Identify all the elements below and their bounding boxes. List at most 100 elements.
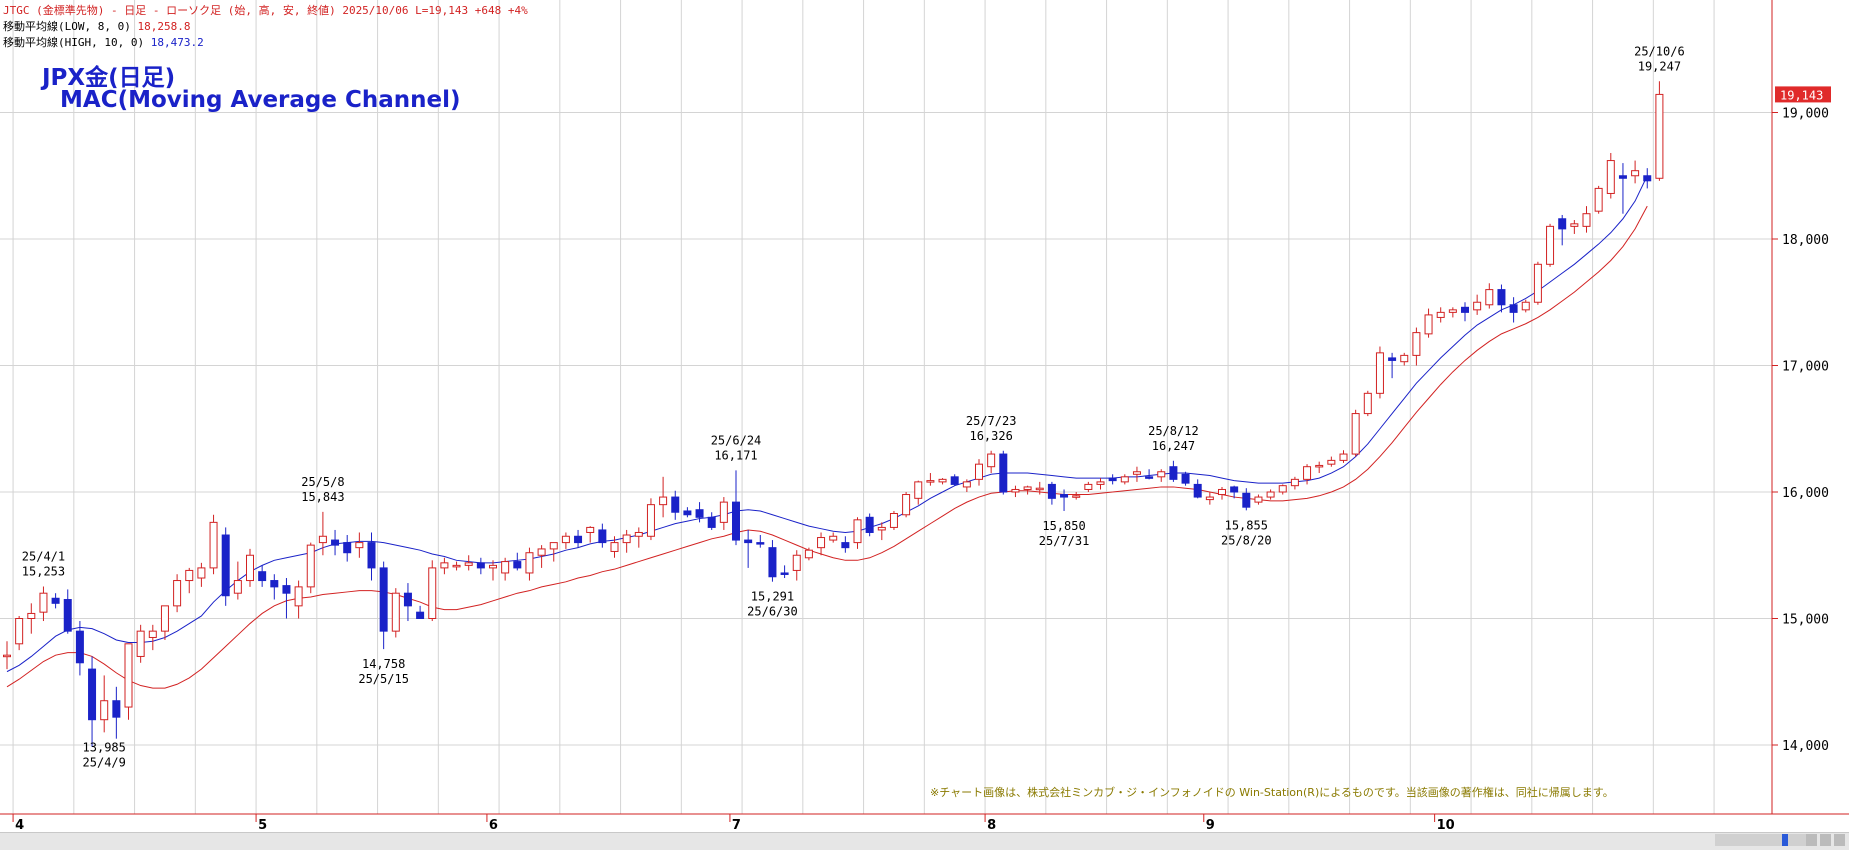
annotation-date: 25/4/9	[83, 755, 126, 769]
annotation-date: 25/5/8	[301, 475, 344, 489]
ma-high-legend: 移動平均線(HIGH, 10, 0) 18,473.2	[3, 34, 204, 50]
annotation-value: 15,850	[1042, 519, 1085, 533]
candle-up	[1132, 471, 1141, 475]
candle-up	[1606, 160, 1615, 194]
candle-up	[39, 592, 48, 613]
candle-down	[683, 510, 692, 516]
zoom-in-button[interactable]	[1820, 834, 1831, 846]
candle-up	[1448, 309, 1457, 313]
candle-up	[829, 535, 838, 541]
candle-up	[646, 504, 655, 537]
y-tick-label: 18,000	[1782, 233, 1829, 248]
candle-down	[1509, 304, 1518, 313]
candle-down	[379, 567, 388, 632]
candle-down	[88, 668, 97, 721]
candle-up	[1096, 481, 1105, 485]
candle-down	[403, 592, 412, 607]
candle-up	[622, 534, 631, 544]
candle-down	[513, 561, 522, 569]
month-label: 10	[1437, 818, 1455, 833]
y-tick-label: 17,000	[1782, 360, 1829, 375]
candle-up	[1315, 464, 1324, 468]
candle-down	[732, 501, 740, 541]
candle-down	[768, 547, 777, 578]
candle-up	[902, 494, 911, 516]
candle-up	[1120, 476, 1129, 483]
candle-up	[877, 526, 886, 531]
last-price-tag	[1775, 86, 1831, 103]
candle-down	[841, 542, 850, 549]
candle-down	[671, 496, 680, 513]
moving-average-lines	[6, 175, 1648, 689]
candle-down	[221, 534, 230, 597]
candle-up	[1278, 485, 1287, 493]
annotation-value: 13,985	[83, 740, 126, 754]
annotation-date: 25/4/1	[22, 549, 65, 563]
candle-up	[561, 535, 570, 544]
candle-up	[3, 654, 11, 658]
candle-up	[962, 481, 971, 488]
candle-down	[1108, 477, 1117, 482]
candle-up	[1521, 301, 1530, 311]
month-label: 6	[489, 818, 498, 833]
candle-down	[476, 562, 485, 569]
y-tick-label: 19,000	[1782, 107, 1829, 122]
chart-title: JPX金(日足)	[42, 65, 176, 91]
candle-up	[549, 542, 558, 550]
candle-up	[1351, 413, 1360, 455]
annotation-value: 15,253	[22, 564, 65, 578]
copyright-notice: ※チャート画像は、株式会社ミンカブ・ジ・インフォノイドの Win-Station…	[930, 786, 1614, 799]
candle-up	[501, 561, 510, 574]
month-label: 8	[987, 818, 996, 833]
month-label: 9	[1206, 818, 1215, 833]
y-tick-label: 14,000	[1782, 739, 1829, 754]
annotation-value: 16,171	[714, 448, 757, 462]
candle-up	[1084, 483, 1093, 490]
ma-low-label: 移動平均線(LOW, 8, 0)	[3, 20, 131, 33]
candle-up	[610, 542, 619, 552]
ma-low-value: 18,258.8	[137, 20, 191, 33]
candle-up	[306, 544, 315, 588]
last-price-label: 19,143	[1780, 88, 1823, 102]
candle-up	[1266, 491, 1275, 498]
candle-up	[100, 700, 109, 721]
candle-up	[987, 453, 996, 468]
candle-down	[1558, 218, 1567, 230]
scroll-track[interactable]	[1715, 834, 1815, 846]
candle-up	[440, 562, 449, 569]
month-label: 7	[732, 818, 741, 833]
annotation-date: 25/8/20	[1221, 533, 1272, 547]
candle-up	[124, 643, 133, 708]
candle-down	[1193, 483, 1202, 498]
candle-down	[331, 539, 340, 546]
candle-up	[1400, 354, 1409, 363]
candle-up	[136, 630, 145, 657]
candle-up	[1023, 486, 1032, 490]
candle-up	[634, 531, 643, 537]
candle-up	[1412, 332, 1421, 356]
scroll-end-button[interactable]	[1834, 834, 1845, 846]
zoom-out-button[interactable]	[1806, 834, 1817, 846]
annotation-value: 15,855	[1225, 518, 1268, 532]
candle-up	[318, 535, 327, 544]
candle-up	[489, 564, 497, 569]
candle-down	[1643, 175, 1652, 182]
ma-low-line	[6, 205, 1648, 689]
annotation-date: 25/6/30	[747, 605, 798, 619]
candle-down	[780, 572, 789, 575]
candle-down	[270, 580, 279, 588]
candle-down	[1047, 483, 1056, 499]
candle-down	[1618, 175, 1627, 179]
y-tick-label: 15,000	[1782, 613, 1829, 628]
candle-up	[246, 554, 254, 582]
scroll-bar[interactable]	[0, 832, 1849, 850]
chart-header-line: JTGC (金標準先物) - 日足 - ローソク足 (始, 高, 安, 終値) …	[3, 4, 528, 17]
candle-down	[999, 453, 1008, 493]
candle-up	[1533, 263, 1542, 303]
ma-high-label: 移動平均線(HIGH, 10, 0)	[3, 36, 145, 49]
scroll-thumb[interactable]	[1782, 834, 1788, 846]
candle-up	[926, 480, 935, 483]
candle-down	[574, 535, 583, 544]
